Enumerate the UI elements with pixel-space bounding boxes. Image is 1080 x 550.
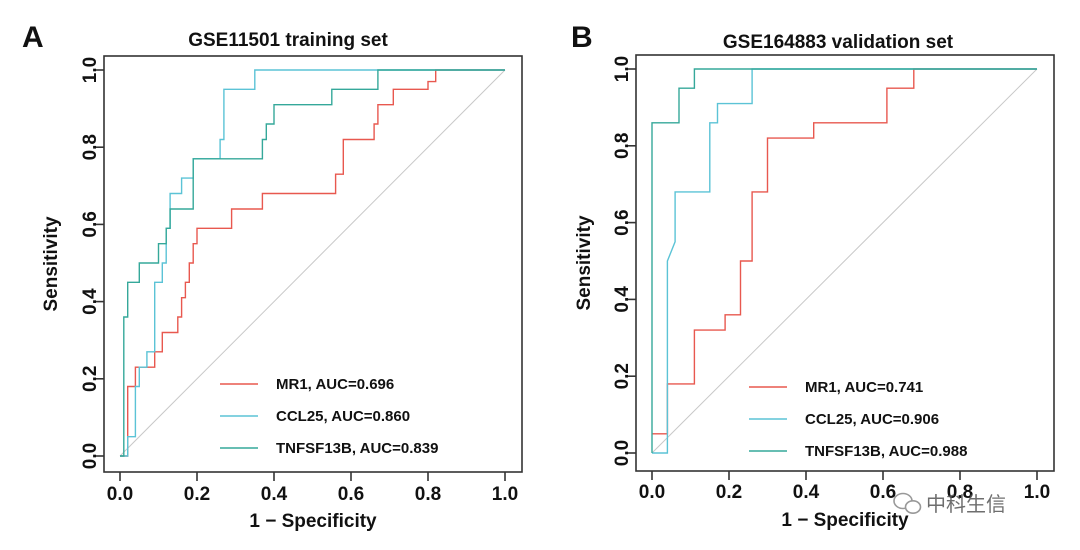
- legend-label-mr1: MR1, AUC=0.696: [276, 376, 394, 393]
- reference-diagonal: [651, 68, 1038, 454]
- wechat-bubble-small: [904, 500, 922, 514]
- x-tick-label: 0.8: [415, 484, 441, 505]
- x-tick-label: 0.4: [261, 484, 288, 505]
- x-tick-label: 0.2: [184, 484, 210, 505]
- roc-curve-tnfsf13b: [120, 69, 505, 457]
- watermark-text: 中科生信: [926, 492, 1006, 516]
- y-tick-label: 0.4: [80, 288, 101, 315]
- panel-b-validation-roc: B GSE164883 validation set 0.0 0.2 0.4 0.6 0.8…: [571, 21, 1055, 531]
- x-axis-label: 1 − Specificity: [781, 510, 909, 531]
- panel-a-training-roc: A GSE11501 training set 0.0 0.2 0.4 0.6 0.8 1.0…: [22, 21, 523, 532]
- x-tick-label: 1.0: [1024, 482, 1050, 503]
- x-tick-label: 0.2: [716, 482, 742, 503]
- roc-curve-tnfsf13b: [651, 68, 1037, 453]
- roc-curve-ccl25: [652, 68, 1037, 454]
- y-axis-label: Sensitivity: [41, 216, 62, 311]
- x-tick-label: 0.6: [338, 484, 364, 505]
- y-tick-label: 0.0: [80, 443, 101, 469]
- legend-label-tnfsf13b: TNFSF13B, AUC=0.839: [276, 440, 438, 457]
- x-axis-label: 1 − Specificity: [249, 511, 377, 532]
- y-tick-label: 0.8: [80, 134, 101, 160]
- y-tick-label: 0.8: [612, 133, 633, 159]
- reference-diagonal: [119, 69, 506, 457]
- watermark: 中科生信: [893, 492, 1006, 516]
- x-tick-label: 0.0: [107, 484, 133, 505]
- y-tick-label: 0.6: [612, 209, 633, 235]
- plot-frame: [103, 55, 523, 473]
- x-tick-label: 0.8: [947, 482, 973, 503]
- y-tick-label: 0.6: [80, 211, 101, 237]
- y-tick-label: 0.4: [612, 286, 633, 313]
- legend-label-mr1: MR1, AUC=0.741: [805, 379, 923, 396]
- x-tick-label: 0.4: [793, 482, 820, 503]
- y-tick-label: 0.2: [612, 363, 633, 389]
- legend-label-tnfsf13b: TNFSF13B, AUC=0.988: [805, 443, 967, 460]
- x-tick-label: 0.6: [870, 482, 896, 503]
- panel-letter: B: [571, 21, 593, 54]
- roc-curve-mr1: [652, 68, 1037, 435]
- wechat-icon: [893, 492, 922, 514]
- y-axis-label: Sensitivity: [574, 215, 595, 310]
- legend-label-ccl25: CCL25, AUC=0.906: [805, 411, 939, 428]
- roc-curve-mr1: [120, 69, 505, 457]
- y-tick-label: 0.2: [80, 366, 101, 392]
- plot-frame: [635, 54, 1055, 472]
- y-tick-label: 1.0: [80, 57, 101, 83]
- chart-title: GSE164883 validation set: [723, 32, 954, 53]
- x-tick-label: 0.0: [639, 482, 665, 503]
- y-tick-label: 1.0: [612, 56, 633, 82]
- legend-label-ccl25: CCL25, AUC=0.860: [276, 408, 410, 425]
- y-tick-label: 0.0: [612, 440, 633, 466]
- panel-letter: A: [22, 21, 44, 54]
- x-tick-label: 1.0: [492, 484, 518, 505]
- chart-title: GSE11501 training set: [188, 30, 388, 51]
